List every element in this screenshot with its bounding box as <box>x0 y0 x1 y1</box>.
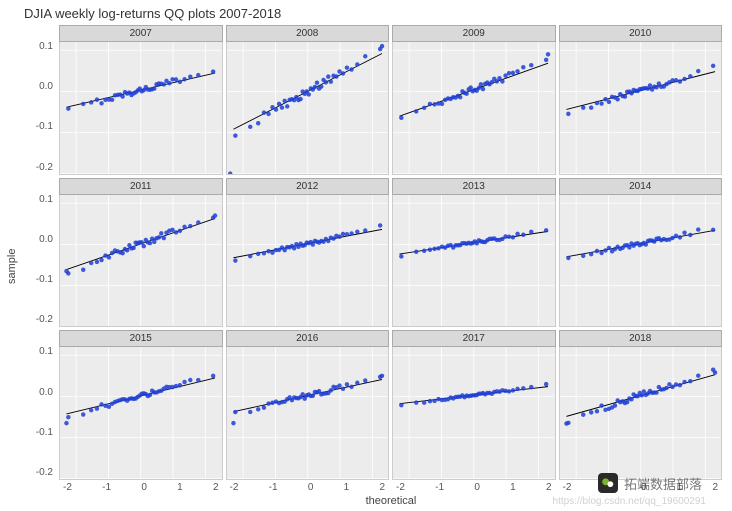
qq-panel-svg <box>59 195 223 328</box>
qq-panel-svg <box>559 42 723 175</box>
watermark: 拓端数据部落 <box>598 473 702 493</box>
qq-panel-svg <box>226 195 390 328</box>
qq-panel-svg <box>559 347 723 480</box>
facet-panel-2016: 2016 <box>226 330 390 480</box>
y-tick-labels: 0.1 0.0 -0.1 -0.2 <box>20 330 56 480</box>
y-tick: 0.0 <box>39 81 53 92</box>
facet-grid: 0.10.0-0.1-0.2 2007 2008 2009 2010 0.10.… <box>20 25 726 480</box>
y-tick: 0.0 <box>39 387 53 398</box>
x-tick: -2 <box>63 482 72 493</box>
facet-strip: 2013 <box>392 178 556 195</box>
facet-panel-2018: 2018 <box>559 330 723 480</box>
facet-panel-2014: 2014 <box>559 178 723 328</box>
x-tick: 1 <box>510 482 516 493</box>
facet-panel-2007: 2007 <box>59 25 223 175</box>
qq-panel-svg <box>559 195 723 328</box>
facet-panel-2017: 2017 <box>392 330 556 480</box>
qq-panel-svg <box>59 42 223 175</box>
qq-facet-chart: DJIA weekly log-returns QQ plots 2007-20… <box>0 0 732 511</box>
y-tick: 0.0 <box>39 234 53 245</box>
plot-area: sample 0.10.0-0.1-0.2 2007 2008 2009 201… <box>6 25 726 507</box>
facet-strip: 2012 <box>226 178 390 195</box>
y-tick: -0.1 <box>36 121 53 132</box>
facet-panel-2012: 2012 <box>226 178 390 328</box>
x-tick: -1 <box>269 482 278 493</box>
facet-strip: 2016 <box>226 330 390 347</box>
qq-panel-svg <box>392 195 556 328</box>
qq-panel-svg <box>226 42 390 175</box>
x-tick: -2 <box>230 482 239 493</box>
qq-panel-svg <box>59 347 223 480</box>
x-tick: 1 <box>177 482 183 493</box>
facet-strip: 2011 <box>59 178 223 195</box>
y-tick: 0.1 <box>39 346 53 357</box>
x-tick-labels: -2 -1 0 1 2 <box>59 480 223 493</box>
facet-strip: 2015 <box>59 330 223 347</box>
y-tick: -0.2 <box>36 162 53 173</box>
x-tick: -1 <box>435 482 444 493</box>
grid-wrap: 0.10.0-0.1-0.2 2007 2008 2009 2010 0.10.… <box>20 25 726 507</box>
x-tick: 2 <box>546 482 552 493</box>
facet-strip: 2008 <box>226 25 390 42</box>
facet-strip: 2014 <box>559 178 723 195</box>
y-tick: 0.1 <box>39 41 53 52</box>
y-tick: -0.2 <box>36 467 53 478</box>
facet-strip: 2010 <box>559 25 723 42</box>
facet-strip: 2007 <box>59 25 223 42</box>
x-tick: -2 <box>563 482 572 493</box>
y-tick: 0.1 <box>39 194 53 205</box>
x-tick: 2 <box>379 482 385 493</box>
x-tick: 0 <box>141 482 147 493</box>
wechat-icon <box>598 473 618 493</box>
qq-panel-svg <box>392 347 556 480</box>
facet-panel-2011: 2011 <box>59 178 223 328</box>
watermark-text: 拓端数据部落 <box>624 474 702 493</box>
watermark-url: https://blog.csdn.net/qq_19600291 <box>553 496 706 507</box>
x-tick-labels: -2 -1 0 1 2 <box>392 480 556 493</box>
qq-panel-svg <box>392 42 556 175</box>
y-tick: -0.1 <box>36 427 53 438</box>
x-tick-labels: -2 -1 0 1 2 <box>226 480 390 493</box>
y-tick-labels: 0.1 0.0 -0.1 -0.2 <box>20 178 56 328</box>
x-tick: -1 <box>102 482 111 493</box>
facet-panel-2013: 2013 <box>392 178 556 328</box>
facet-strip: 2009 <box>392 25 556 42</box>
x-tick: 1 <box>344 482 350 493</box>
x-tick: 2 <box>213 482 219 493</box>
facet-strip: 2018 <box>559 330 723 347</box>
qq-panel-svg <box>226 347 390 480</box>
facet-panel-2008: 2008 <box>226 25 390 175</box>
x-tick: 2 <box>712 482 718 493</box>
facet-strip: 2017 <box>392 330 556 347</box>
y-tick: -0.1 <box>36 274 53 285</box>
y-tick: -0.2 <box>36 314 53 325</box>
x-tick: 0 <box>474 482 480 493</box>
facet-panel-2009: 2009 <box>392 25 556 175</box>
facet-panel-2015: 2015 <box>59 330 223 480</box>
y-tick-labels: 0.1 0.0 -0.1 -0.2 <box>20 25 56 175</box>
x-tick: -2 <box>396 482 405 493</box>
chart-title: DJIA weekly log-returns QQ plots 2007-20… <box>6 4 726 25</box>
y-axis-label: sample <box>6 25 20 507</box>
facet-panel-2010: 2010 <box>559 25 723 175</box>
x-tick: 0 <box>308 482 314 493</box>
